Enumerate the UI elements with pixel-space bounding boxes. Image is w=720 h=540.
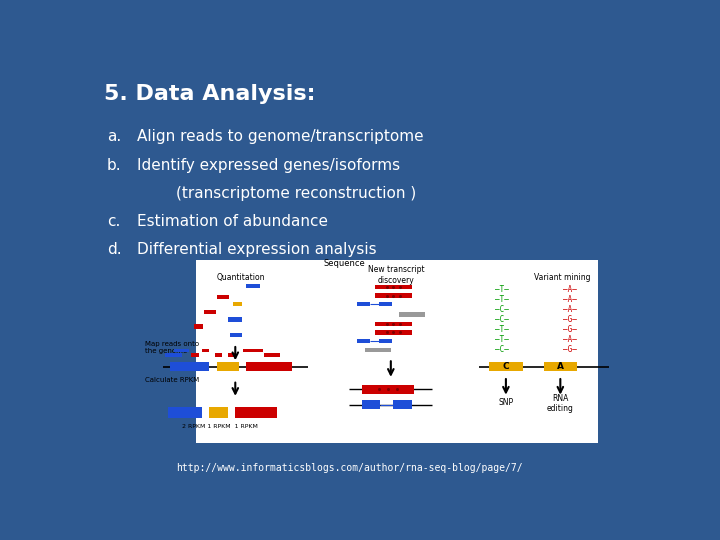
Text: c.: c. bbox=[107, 214, 120, 229]
Text: Quantitation: Quantitation bbox=[216, 273, 265, 282]
Text: Estimation of abundance: Estimation of abundance bbox=[138, 214, 328, 229]
Bar bbox=[375, 322, 412, 326]
Text: —A—: —A— bbox=[563, 335, 577, 344]
Text: —T—: —T— bbox=[495, 325, 509, 334]
Bar bbox=[490, 362, 523, 372]
Bar bbox=[217, 295, 228, 299]
Text: A: A bbox=[557, 362, 564, 371]
Bar bbox=[362, 400, 380, 409]
Bar bbox=[171, 362, 210, 372]
Text: Map reads onto
the genome: Map reads onto the genome bbox=[145, 341, 199, 354]
Text: Identify expressed genes/isoforms: Identify expressed genes/isoforms bbox=[138, 158, 400, 172]
Bar bbox=[217, 362, 239, 372]
Bar bbox=[379, 339, 392, 343]
Bar bbox=[194, 325, 203, 329]
Text: —C—: —C— bbox=[495, 345, 509, 354]
FancyBboxPatch shape bbox=[196, 260, 598, 443]
Text: —C—: —C— bbox=[495, 305, 509, 314]
Bar bbox=[166, 353, 182, 357]
Bar bbox=[192, 353, 199, 357]
Text: d.: d. bbox=[107, 242, 122, 258]
Bar bbox=[544, 362, 577, 372]
Bar bbox=[228, 353, 235, 357]
Bar bbox=[204, 310, 215, 314]
Text: —C—: —C— bbox=[495, 315, 509, 324]
Text: —A—: —A— bbox=[563, 285, 577, 294]
Bar bbox=[210, 407, 228, 418]
Bar bbox=[246, 284, 260, 288]
Bar bbox=[357, 339, 370, 343]
Text: a.: a. bbox=[107, 129, 121, 144]
Bar bbox=[375, 293, 412, 298]
Bar bbox=[228, 317, 242, 321]
Bar bbox=[375, 330, 412, 335]
Bar bbox=[202, 349, 210, 353]
Bar bbox=[235, 407, 276, 418]
Bar bbox=[174, 349, 189, 353]
Bar bbox=[375, 285, 412, 289]
Bar bbox=[264, 353, 280, 357]
Text: SNP: SNP bbox=[498, 398, 513, 407]
Bar bbox=[230, 333, 241, 337]
Text: New transcript
discovery: New transcript discovery bbox=[368, 266, 424, 285]
Text: Sequence: Sequence bbox=[323, 259, 365, 268]
Text: RNA
editing: RNA editing bbox=[547, 394, 574, 413]
Text: 5. Data Analysis:: 5. Data Analysis: bbox=[104, 84, 315, 104]
Text: C: C bbox=[503, 362, 509, 371]
Bar bbox=[246, 362, 292, 372]
Bar bbox=[399, 313, 425, 317]
Bar bbox=[379, 302, 392, 306]
Text: 2 RPKM 1 RPKM  1 RPKM: 2 RPKM 1 RPKM 1 RPKM bbox=[182, 424, 258, 429]
Text: Calculate RPKM: Calculate RPKM bbox=[145, 377, 199, 383]
Text: Align reads to genome/transcriptome: Align reads to genome/transcriptome bbox=[138, 129, 424, 144]
Text: —A—: —A— bbox=[563, 305, 577, 314]
Text: —G—: —G— bbox=[563, 325, 577, 334]
Bar bbox=[215, 353, 222, 357]
Bar bbox=[365, 348, 391, 353]
Bar bbox=[243, 349, 263, 353]
Bar bbox=[393, 400, 412, 409]
Text: b.: b. bbox=[107, 158, 122, 172]
Text: —T—: —T— bbox=[495, 285, 509, 294]
Text: —T—: —T— bbox=[495, 295, 509, 304]
Text: —T—: —T— bbox=[495, 335, 509, 344]
Text: Variant mining: Variant mining bbox=[534, 273, 590, 282]
Text: —G—: —G— bbox=[563, 345, 577, 354]
Text: (transcriptome reconstruction ): (transcriptome reconstruction ) bbox=[138, 186, 417, 201]
Bar bbox=[362, 385, 414, 394]
Text: —G—: —G— bbox=[563, 315, 577, 324]
Bar bbox=[168, 407, 202, 418]
Text: —A—: —A— bbox=[563, 295, 577, 304]
Text: Differential expression analysis: Differential expression analysis bbox=[138, 242, 377, 258]
Bar bbox=[357, 302, 370, 306]
Bar bbox=[233, 302, 242, 306]
Text: http://www.informaticsblogs.com/author/rna-seq-blog/page/7/: http://www.informaticsblogs.com/author/r… bbox=[176, 463, 523, 473]
